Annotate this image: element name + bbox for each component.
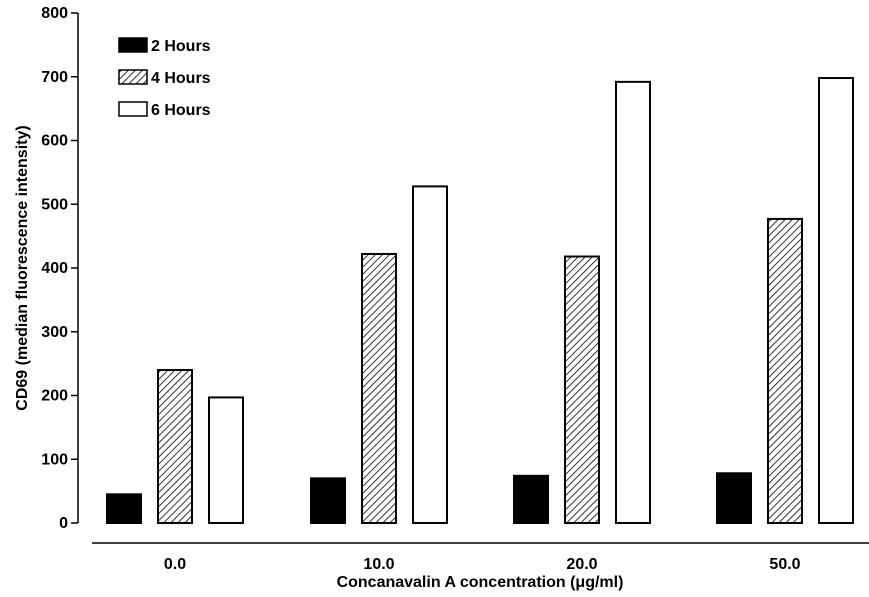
- y-ticks: 0 100 200 300 400 500 600 700 800: [41, 5, 78, 532]
- y-tick-label: 400: [41, 260, 68, 277]
- legend-swatch-2-hours: [118, 37, 148, 53]
- x-axis-title: Concanavalin A concentration (μg/ml): [337, 574, 624, 591]
- legend-swatch-6-hours: [118, 101, 148, 117]
- y-tick-label: 600: [41, 133, 68, 150]
- bar-6-hours-10.0: [412, 185, 448, 524]
- x-tick-label: 10.0: [363, 556, 394, 573]
- bar-2-hours-50.0: [716, 472, 752, 524]
- bars: [106, 77, 854, 525]
- x-tick-labels: 0.0 10.0 20.0 50.0: [164, 556, 801, 573]
- x-tick-label: 20.0: [566, 556, 597, 573]
- y-tick-label: 700: [41, 69, 68, 86]
- y-tick-label: 800: [41, 5, 68, 22]
- x-tick-label: 50.0: [769, 556, 800, 573]
- x-tick-label: 0.0: [164, 556, 186, 573]
- legend: 2 Hours 4 Hours 6 Hours: [118, 37, 211, 119]
- bar-4-hours-0.0: [157, 369, 193, 524]
- y-tick-label: 200: [41, 388, 68, 405]
- legend-swatch-4-hours: [118, 69, 148, 85]
- bar-4-hours-50.0: [767, 217, 803, 524]
- legend-label: 2 Hours: [151, 38, 211, 55]
- legend-label: 6 Hours: [151, 102, 211, 119]
- bar-2-hours-20.0: [513, 474, 549, 525]
- y-tick-label: 100: [41, 451, 68, 468]
- y-tick-label: 0: [59, 515, 68, 532]
- bar-2-hours-0.0: [106, 493, 142, 524]
- bar-2-hours-10.0: [310, 477, 346, 524]
- bar-4-hours-10.0: [361, 252, 397, 524]
- bar-6-hours-0.0: [208, 396, 244, 525]
- legend-label: 4 Hours: [151, 70, 211, 87]
- bar-6-hours-50.0: [818, 77, 854, 525]
- bar-4-hours-20.0: [564, 255, 600, 524]
- bar-6-hours-20.0: [615, 80, 651, 524]
- y-tick-label: 300: [41, 324, 68, 341]
- y-axis-title: CD69 (median fluorescence intensity): [14, 125, 31, 410]
- y-tick-label: 500: [41, 196, 68, 213]
